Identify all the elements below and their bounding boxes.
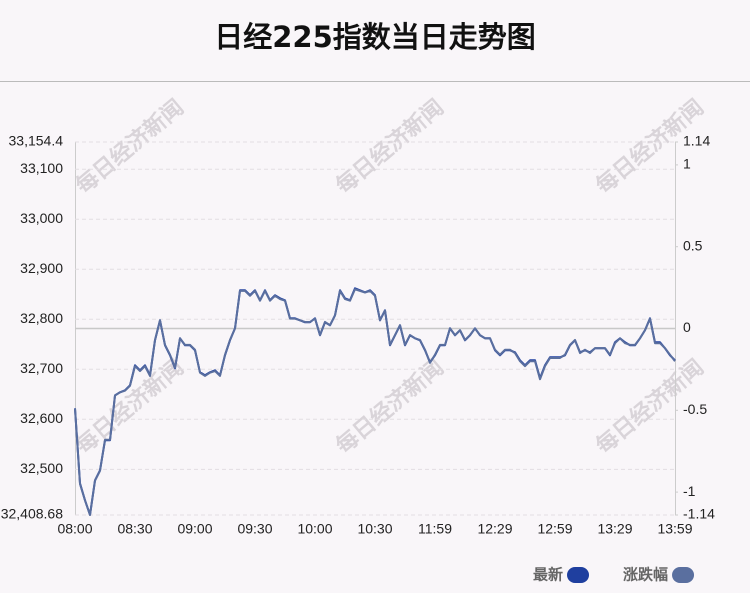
y-tick-label: 32,600 (20, 410, 63, 426)
y2-tick-label: 0 (683, 319, 691, 335)
line-series (74, 288, 676, 516)
y-tick-label: 33,154.4 (9, 133, 64, 149)
y2-tick-label: 1 (683, 156, 691, 172)
x-tick-label: 11:59 (418, 521, 452, 537)
x-tick-label: 08:00 (57, 521, 92, 537)
x-tick-label: 13:59 (657, 521, 692, 537)
y-tick-label: 33,100 (20, 160, 63, 176)
y2-tick-label: -0.5 (683, 401, 707, 417)
watermark: 每日经济新闻 (71, 354, 189, 459)
legend-swatch (672, 567, 695, 583)
x-tick-label: 12:59 (537, 521, 572, 537)
line-series (74, 287, 676, 516)
x-tick-label: 13:29 (597, 521, 632, 537)
legend-label: 涨跌幅 (623, 566, 668, 584)
y-tick-label: 33,000 (20, 210, 63, 226)
x-tick-label: 09:30 (237, 521, 272, 537)
x-tick-label: 10:00 (297, 521, 332, 537)
y-tick-label: 32,500 (20, 460, 63, 476)
y2-tick-label: -1 (683, 483, 696, 499)
watermark: 每日经济新闻 (331, 354, 449, 459)
watermark: 每日经济新闻 (71, 94, 189, 199)
y2-tick-label: 1.14 (683, 133, 710, 149)
y-tick-label: 32,800 (20, 310, 63, 326)
x-tick-label: 08:30 (117, 521, 152, 537)
y-tick-label: 32,408.68 (1, 506, 63, 522)
x-tick-label: 10:30 (357, 521, 392, 537)
watermark: 每日经济新闻 (331, 94, 449, 199)
watermarks: 每日经济新闻 每日经济新闻 每日经济新闻 每日经济新闻 每日经济新闻 每日经济新… (71, 94, 709, 459)
y-tick-label: 32,900 (20, 260, 63, 276)
y2-tick-label: -1.14 (683, 506, 715, 522)
x-tick-label: 12:29 (477, 521, 512, 537)
x-tick-label: 09:00 (177, 521, 212, 537)
y-tick-label: 32,700 (20, 360, 63, 376)
y2-tick-label: 0.5 (683, 237, 703, 253)
chart-title: 日经225指数当日走势图 (214, 20, 536, 54)
legend-swatch (567, 567, 590, 583)
legend-label: 最新 (533, 566, 563, 584)
